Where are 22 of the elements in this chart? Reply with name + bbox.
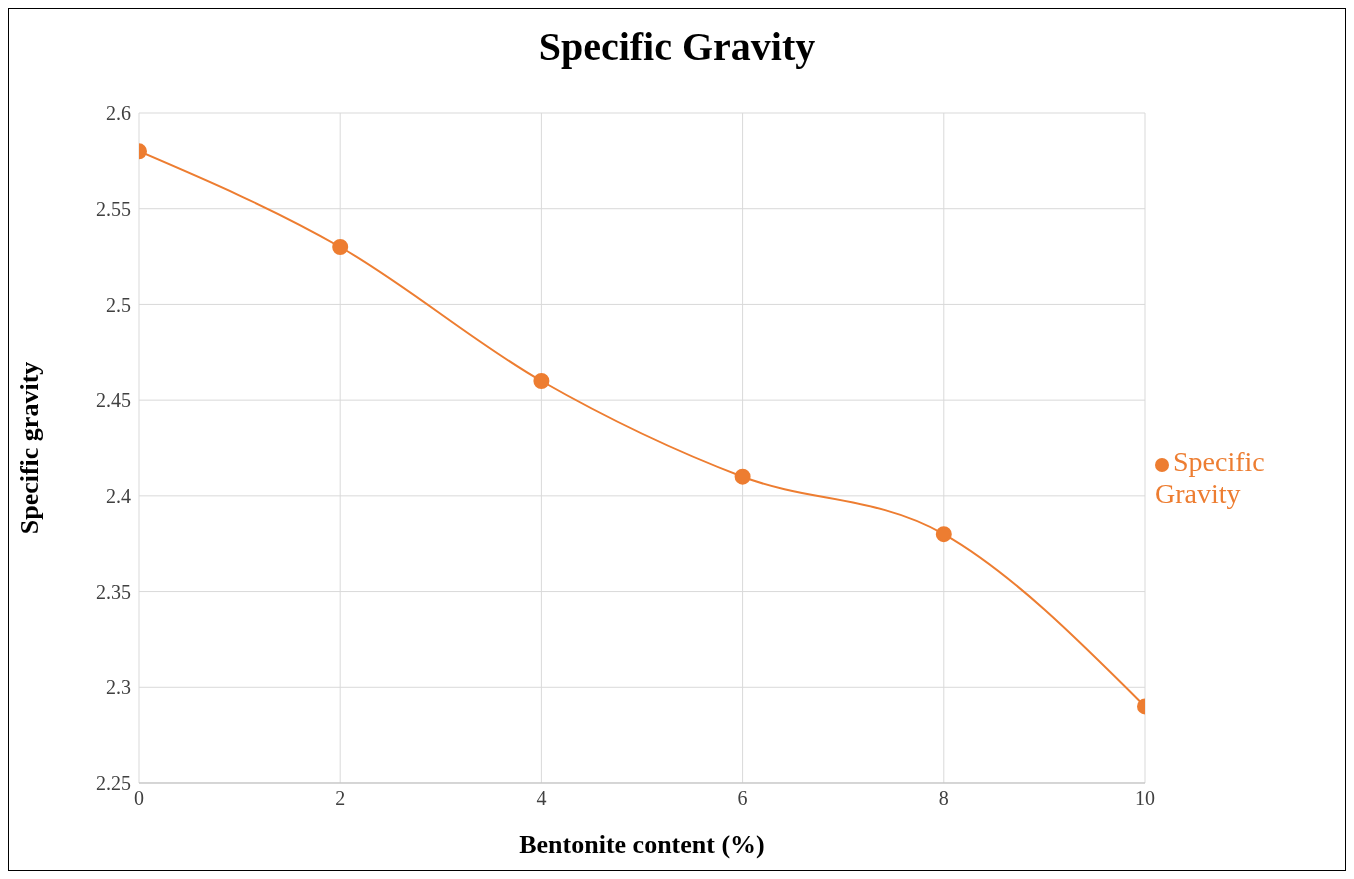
point — [332, 239, 349, 255]
y-axis-title: Specific gravity — [15, 361, 45, 535]
point — [734, 468, 751, 485]
x-tick-label: 4 — [536, 787, 547, 810]
chart-title: Specific Gravity — [537, 23, 817, 71]
x-tick-label: 2 — [335, 787, 346, 810]
x-tick-label: 6 — [737, 787, 748, 810]
y-tick-label: 2.35 — [96, 580, 131, 603]
x-tick-label: 0 — [134, 787, 144, 810]
y-tick-label: 2.45 — [96, 389, 131, 412]
y-tick-label: 2.25 — [96, 772, 131, 795]
legend-label: Specific Gravity — [1155, 446, 1265, 509]
point — [533, 373, 550, 389]
point — [935, 526, 952, 543]
y-tick-label: 2.3 — [106, 676, 131, 699]
y-tick-label: 2.55 — [96, 197, 131, 220]
x-tick-label: 10 — [1135, 787, 1155, 810]
y-tick-label: 2.5 — [106, 293, 131, 316]
y-tick-label: 2.4 — [106, 484, 131, 507]
x-axis-title: Bentonite content (%) — [519, 830, 765, 859]
x-tick-label: 8 — [938, 787, 949, 810]
y-tick-label: 2.6 — [106, 102, 131, 125]
